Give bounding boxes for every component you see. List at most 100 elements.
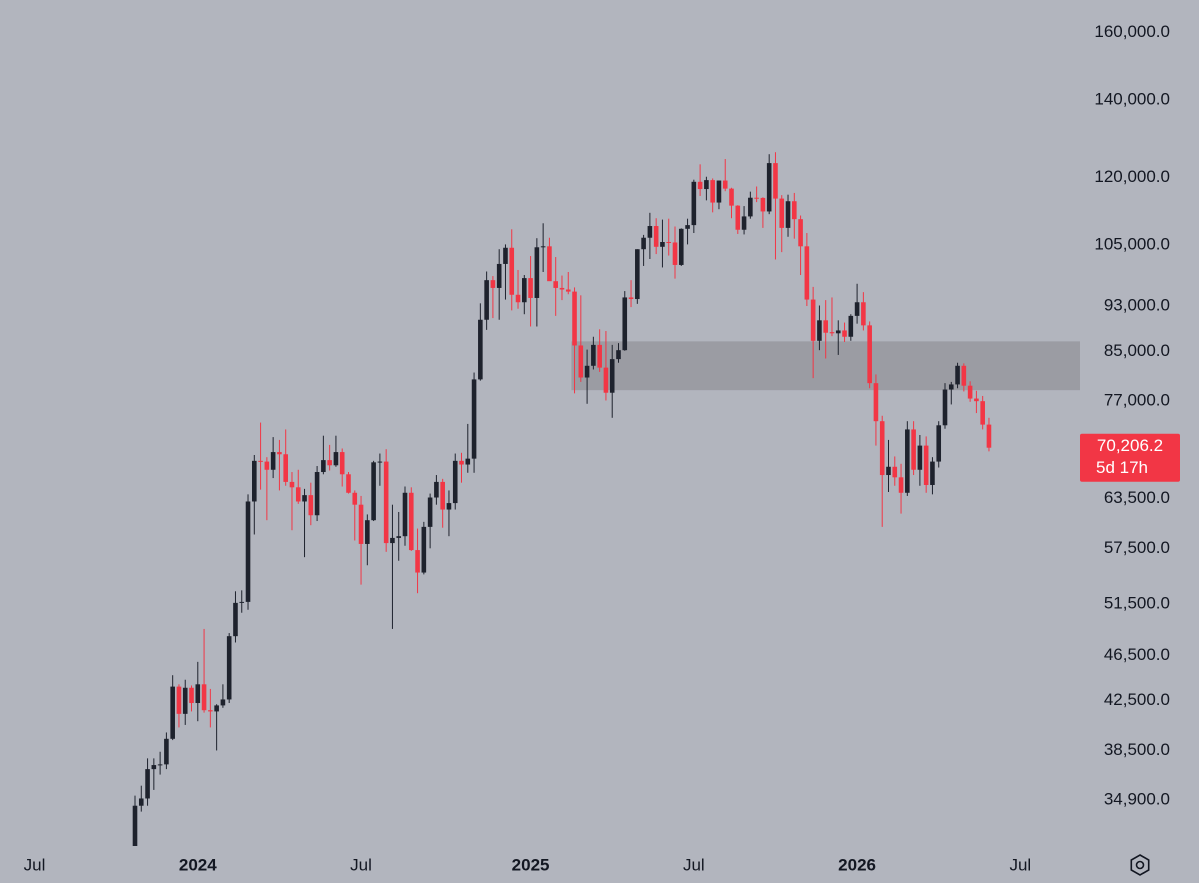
candle-body xyxy=(879,421,885,476)
candle-body xyxy=(697,181,703,190)
candle-body xyxy=(980,401,985,425)
candle-body xyxy=(691,181,697,226)
candle-body xyxy=(729,188,734,206)
candle-body xyxy=(923,445,929,485)
candle-body xyxy=(967,385,973,399)
candle-body xyxy=(748,197,753,217)
plot-area xyxy=(132,152,1080,846)
x-tick-label: Jul xyxy=(1009,855,1031,874)
candle-body xyxy=(854,302,860,316)
candle-body xyxy=(905,429,910,493)
y-tick-label: 77,000.0 xyxy=(1104,391,1170,410)
candle-body xyxy=(459,460,464,465)
y-tick-label: 63,500.0 xyxy=(1104,488,1170,507)
candle-body xyxy=(911,429,916,470)
candle-body xyxy=(208,710,213,712)
candle-body xyxy=(490,280,496,288)
candle-body xyxy=(559,287,565,290)
candle-body xyxy=(233,602,238,637)
candle-body xyxy=(716,180,722,203)
candle-body xyxy=(653,226,659,247)
candle-body xyxy=(446,503,452,510)
candle-body xyxy=(917,445,923,470)
candle-body xyxy=(810,299,816,341)
candle-body xyxy=(302,495,307,502)
candle-body xyxy=(678,228,684,265)
candle-body xyxy=(308,495,314,516)
candle-body xyxy=(383,461,389,544)
y-tick-label: 38,500.0 xyxy=(1104,740,1170,759)
candle-body xyxy=(421,526,427,573)
y-tick-label: 34,900.0 xyxy=(1104,789,1170,808)
candle-body xyxy=(722,180,728,189)
candle-body xyxy=(936,425,942,462)
candle-body xyxy=(955,365,960,385)
candle-body xyxy=(295,487,301,502)
candle-body xyxy=(898,477,904,493)
candle-body xyxy=(672,242,678,265)
candle-body xyxy=(189,687,194,704)
candle-body xyxy=(798,219,803,247)
candle-body xyxy=(986,424,992,448)
candle-body xyxy=(565,289,571,292)
candle-body xyxy=(528,278,533,298)
candle-body xyxy=(660,242,665,247)
candle-body xyxy=(176,686,182,714)
candle-body xyxy=(226,636,232,700)
candle-body xyxy=(132,805,138,846)
candle-body xyxy=(151,765,157,770)
candle-body xyxy=(754,197,759,199)
candle-body xyxy=(948,384,954,390)
settings-icon[interactable] xyxy=(1130,854,1150,876)
candle-body xyxy=(252,460,257,502)
y-tick-label: 85,000.0 xyxy=(1104,341,1170,360)
candle-body xyxy=(760,197,766,212)
candle-body xyxy=(258,460,263,462)
candle-body xyxy=(892,466,898,478)
candle-body xyxy=(182,687,188,714)
candle-body xyxy=(591,344,596,366)
candle-body xyxy=(603,367,609,393)
candle-body xyxy=(540,246,546,248)
candle-body xyxy=(616,350,621,360)
candle-body xyxy=(741,216,747,230)
y-tick-label: 105,000.0 xyxy=(1094,234,1170,253)
candle-body xyxy=(861,302,866,326)
candle-body xyxy=(597,344,602,368)
candle-body xyxy=(478,319,483,380)
x-tick-label: Jul xyxy=(24,855,46,874)
candle-body xyxy=(396,536,402,538)
candle-body xyxy=(867,325,872,384)
candle-body xyxy=(201,684,207,711)
candle-body xyxy=(930,461,935,485)
candle-body xyxy=(170,686,175,739)
candle-body xyxy=(283,454,288,482)
candle-body xyxy=(578,345,584,378)
candle-body xyxy=(792,201,797,220)
candle-body xyxy=(465,458,471,465)
candle-body xyxy=(358,504,364,544)
candle-body xyxy=(635,249,640,300)
candle-body xyxy=(390,537,395,544)
countdown-label: 5d 17h xyxy=(1096,458,1148,477)
candle-body xyxy=(942,389,948,426)
candle-body xyxy=(164,738,169,765)
candle-body xyxy=(666,242,672,244)
x-tick-label: 2024 xyxy=(179,855,217,874)
last-price-label: 70,206.2 xyxy=(1097,436,1163,455)
candle-body xyxy=(157,764,163,766)
last-price-box xyxy=(1080,433,1180,482)
candle-body xyxy=(785,201,791,228)
candle-body xyxy=(440,481,445,510)
candle-body xyxy=(327,460,332,466)
candle-body xyxy=(628,297,634,300)
candle-body xyxy=(873,383,879,422)
candle-body xyxy=(220,699,226,706)
candle-body xyxy=(641,237,646,250)
x-tick-label: 2025 xyxy=(512,855,550,874)
candle-body xyxy=(427,497,433,527)
candle-body xyxy=(534,247,540,298)
x-tick-label: Jul xyxy=(350,855,372,874)
candle-body xyxy=(245,501,251,602)
